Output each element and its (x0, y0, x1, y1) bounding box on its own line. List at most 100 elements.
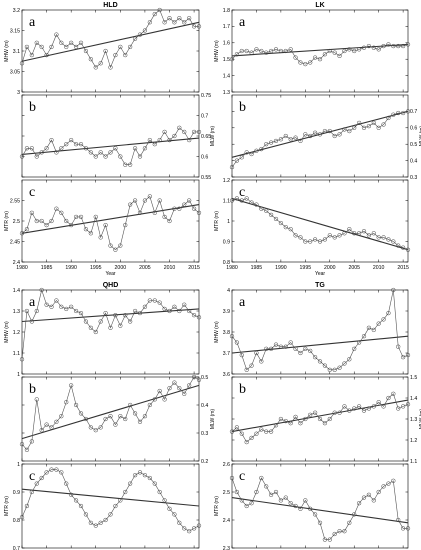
x-tick-label: 2015 (397, 265, 409, 271)
panel-a: 11.11.21.31.4MHW (m)a (4, 288, 201, 378)
panel-letter: c (29, 469, 35, 484)
x-tick-label: 1980 (16, 265, 28, 271)
station-hld-figure: HLD33.053.13.153.2MHW (m)a0.550.60.650.7… (4, 2, 216, 277)
station-title: QHD (103, 282, 119, 289)
y-tick-label: 1.7 (223, 24, 230, 30)
series-line (22, 377, 199, 450)
x-tick-label: 2010 (164, 265, 176, 271)
panel-letter: a (239, 15, 246, 30)
panel-letter: b (239, 382, 246, 397)
y-axis-label: MHW (m) (4, 321, 10, 343)
y-tick-label: 1.1 (223, 198, 230, 204)
y-tick-label: 1.4 (13, 288, 20, 294)
y-tick-label: 4 (227, 288, 230, 294)
panel-frame (22, 464, 199, 548)
y-tick-label: 1.2 (13, 330, 20, 336)
panel-frame (232, 464, 408, 548)
y-tick-label: 0.4 (201, 403, 208, 409)
y-tick-label: 3.1 (13, 49, 20, 55)
y-tick-label: 0.4 (410, 158, 417, 164)
series-line (232, 111, 408, 167)
x-tick-label: 1980 (226, 265, 238, 271)
panel-frame (232, 10, 408, 92)
y-tick-label: 1.3 (223, 90, 230, 96)
x-axis-label: Year (315, 271, 325, 277)
y-tick-label: 0.5 (201, 375, 208, 381)
station-title: TG (315, 282, 325, 289)
x-tick-label: 1995 (300, 265, 312, 271)
y-tick-label: 3.9 (223, 309, 230, 315)
panel-letter: a (29, 15, 36, 30)
y-tick-label: 1.6 (223, 41, 230, 47)
y-tick-label: 1 (227, 219, 230, 225)
panel-letter: c (239, 185, 245, 200)
x-tick-label: 1995 (90, 265, 102, 271)
y-axis-label: MHW (m) (214, 40, 220, 62)
x-tick-label: 2015 (188, 265, 200, 271)
y-tick-label: 2.6 (223, 462, 230, 468)
panel-b: 1.1 1.2 1.3 1.4 1.5 MLW (m) b (230, 375, 421, 465)
panel-frame (232, 180, 408, 262)
y-tick-label: 3.05 (10, 69, 20, 75)
x-tick-label: 1990 (275, 265, 287, 271)
panel-a: 1.31.41.51.61.71.8MHW (m)a (214, 8, 410, 96)
y-tick-label: 1.1 (13, 351, 20, 357)
panel-letter: c (29, 185, 35, 200)
y-tick-label: 2.5 (223, 490, 230, 496)
series-line (232, 290, 408, 370)
y-tick-label: 1 (17, 462, 20, 468)
y-axis-label: MLW (m) (210, 409, 216, 430)
y-tick-label: 3.8 (223, 330, 230, 336)
x-tick-label: 2005 (139, 265, 151, 271)
panel-frame (232, 95, 408, 177)
trend-line (232, 336, 408, 353)
y-axis-label: MHW (m) (4, 40, 10, 62)
y-tick-label: 3.15 (10, 28, 20, 34)
panel-letter: a (239, 295, 246, 310)
trend-line (22, 489, 199, 506)
y-tick-label: 0.3 (201, 431, 208, 437)
y-tick-label: 2.55 (10, 198, 20, 204)
y-tick-label: 1.8 (223, 8, 230, 14)
panel-frame (22, 180, 199, 262)
trend-line (232, 498, 408, 523)
x-axis-label: Year (105, 271, 115, 277)
y-tick-label: 0.55 (201, 175, 211, 181)
station-tg-figure: TG 3.6 3.7 3.8 3.9 4 MHW (m) a 1.1 1.2 1.3 1.4 1.5 ML… (214, 282, 421, 550)
y-tick-label: 0.3 (410, 175, 417, 181)
panel-letter: b (29, 382, 36, 397)
y-tick-label: 1.1 (410, 459, 417, 465)
series-line (22, 196, 199, 249)
x-tick-label: 2000 (324, 265, 336, 271)
y-tick-label: 0.5 (410, 142, 417, 148)
x-tick-label: 2005 (348, 265, 360, 271)
y-tick-label: 3.7 (223, 351, 230, 357)
y-tick-label: 1.3 (13, 309, 20, 315)
y-tick-label: 3.2 (13, 8, 20, 14)
station-qhd-figure: QHD11.11.21.31.4MHW (m)a0.20.30.40.5MLW … (4, 282, 216, 550)
y-tick-label: 2.4 (223, 518, 230, 524)
trend-line (22, 309, 199, 322)
series-line (22, 10, 199, 67)
trend-line (22, 385, 199, 438)
y-axis-label: MTR (m) (4, 496, 10, 516)
y-tick-label: 0.9 (13, 490, 20, 496)
y-tick-label: 1 (17, 372, 20, 378)
y-tick-label: 3.6 (223, 372, 230, 378)
panel-letter: b (29, 100, 36, 115)
station-title: LK (315, 2, 324, 9)
y-tick-label: 0.75 (201, 93, 211, 99)
y-tick-label: 0.7 (13, 546, 20, 550)
x-tick-label: 1985 (41, 265, 53, 271)
series-line (22, 290, 199, 359)
y-tick-label: 1.4 (223, 73, 230, 79)
y-tick-label: 0.6 (201, 154, 208, 160)
y-axis-label: MLW (m) (210, 126, 216, 147)
x-tick-label: 2010 (373, 265, 385, 271)
station-lk-figure: LK1.31.41.51.61.71.8MHW (m)a0.30.40.50.6… (214, 2, 421, 277)
series-line (22, 470, 199, 532)
y-axis-label: MTR (m) (214, 496, 220, 516)
panel-letter: c (239, 469, 245, 484)
y-tick-label: 1.4 (410, 396, 417, 402)
